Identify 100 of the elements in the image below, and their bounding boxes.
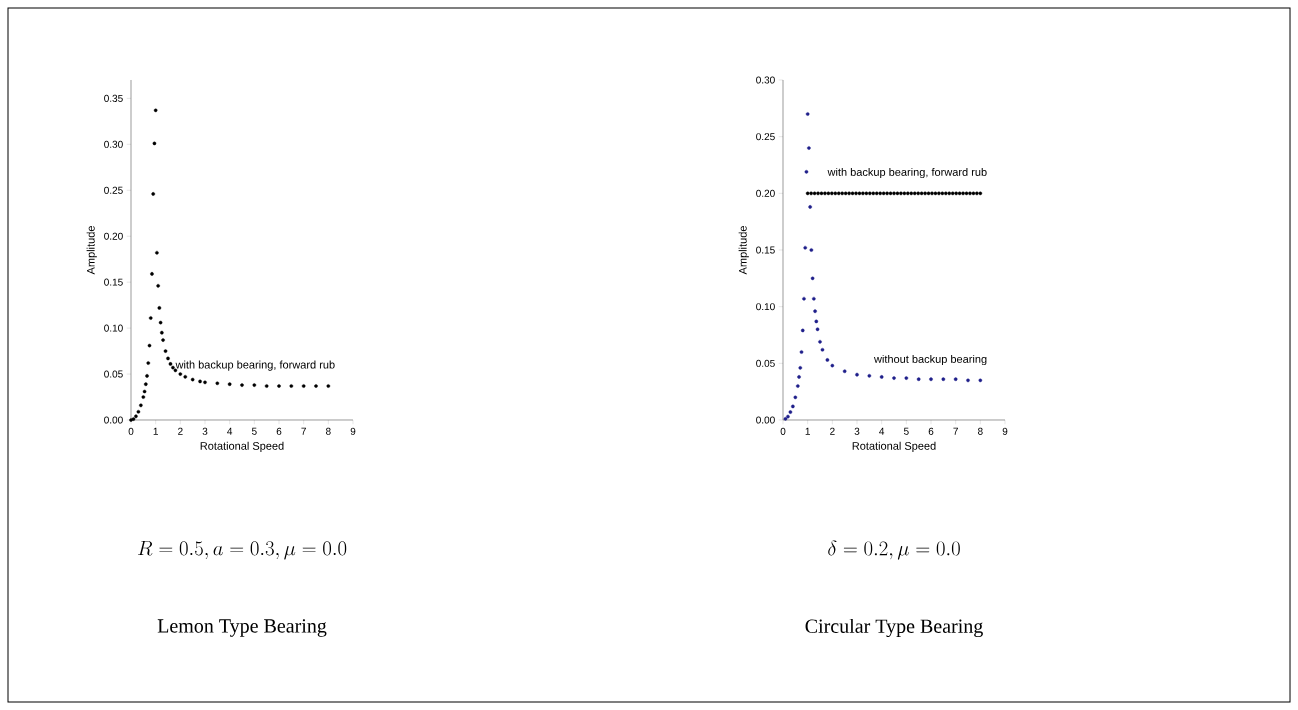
point (888, 191, 893, 196)
point (158, 320, 163, 325)
point (950, 191, 955, 196)
x-tick-label: 3 (202, 427, 208, 435)
x-tick-label: 2 (178, 427, 183, 435)
point (129, 418, 133, 422)
point (964, 191, 969, 196)
point (301, 384, 306, 388)
x-tick-label: 5 (251, 427, 257, 435)
x-tick-label: 9 (350, 427, 356, 435)
point (899, 191, 903, 196)
point (933, 191, 938, 196)
point (966, 378, 970, 383)
point (818, 340, 822, 344)
y-tick-label: 0.35 (104, 94, 123, 102)
point (840, 191, 845, 196)
point (941, 377, 946, 381)
point (867, 374, 872, 378)
x-tick-label: 1 (153, 427, 158, 435)
y-tick-label: 0.20 (104, 232, 123, 240)
series-label: with backup bearing, forward rub (827, 167, 987, 179)
point (916, 191, 920, 196)
point (902, 191, 907, 196)
point (805, 191, 810, 196)
point (153, 108, 158, 113)
point (978, 191, 983, 196)
point (892, 191, 896, 196)
point (150, 272, 154, 276)
point (166, 356, 170, 361)
point (940, 191, 945, 196)
point (203, 380, 207, 385)
point (152, 141, 157, 146)
point (190, 377, 195, 382)
x-tick-label: 2 (830, 427, 835, 435)
point (815, 327, 820, 332)
point (909, 191, 914, 196)
point (826, 191, 831, 196)
y-axis-title: Amplitude (738, 226, 749, 275)
point (937, 191, 941, 196)
y-tick-label: 0.10 (756, 303, 775, 311)
point (906, 191, 910, 196)
point (783, 417, 788, 421)
point (803, 245, 808, 250)
series-label: with backup bearing, forward rub (175, 360, 335, 371)
point (878, 191, 882, 196)
point (978, 378, 983, 383)
point (147, 343, 152, 348)
point (227, 382, 232, 386)
point (855, 372, 859, 377)
point (788, 410, 793, 414)
point (968, 191, 972, 196)
text: Circular Type Bearing (805, 618, 983, 638)
point (198, 379, 202, 384)
point (904, 376, 909, 380)
point (252, 383, 257, 387)
point (885, 191, 889, 196)
point (314, 384, 318, 388)
y-tick-label: 0.15 (756, 246, 775, 254)
point (277, 384, 281, 388)
x-tick-label: 8 (325, 427, 331, 435)
x-tick-label: 0 (780, 427, 786, 435)
point (975, 191, 979, 196)
point (326, 384, 331, 388)
point (823, 191, 827, 196)
point (879, 375, 884, 379)
point (810, 276, 815, 281)
point (895, 191, 900, 196)
point (793, 395, 798, 400)
point (961, 191, 965, 196)
x-tick-label: 5 (903, 427, 909, 435)
point (930, 191, 934, 196)
point (804, 169, 809, 174)
y-tick-label: 0.05 (756, 359, 775, 367)
point (791, 404, 795, 409)
point (136, 409, 141, 414)
point (954, 191, 958, 196)
point (802, 296, 806, 301)
y-tick-label: 0.25 (104, 186, 123, 194)
point (163, 349, 168, 353)
text: $R = 0.5, a = 0.3, \mu = 0.0$ (137, 540, 347, 560)
point (134, 414, 138, 419)
point (813, 309, 817, 313)
x-tick-label: 7 (953, 427, 958, 435)
y-axis-title: Amplitude (86, 226, 97, 275)
point (916, 377, 921, 381)
point (139, 403, 143, 408)
x-tick-label: 3 (854, 427, 860, 435)
point (944, 191, 948, 196)
x-tick-label: 1 (805, 427, 810, 435)
point (871, 191, 876, 196)
point (830, 363, 835, 368)
x-tick-label: 6 (276, 427, 282, 435)
y-tick-label: 0.20 (756, 189, 775, 197)
x-axis-title: Rotational Speed (200, 441, 284, 452)
point (157, 306, 162, 310)
x-tick-label: 8 (978, 427, 983, 435)
point (289, 384, 294, 388)
series-label: without backup bearing (873, 354, 987, 366)
point (820, 347, 825, 352)
text: $\delta = 0.2, \mu = 0.0$ (828, 540, 960, 560)
